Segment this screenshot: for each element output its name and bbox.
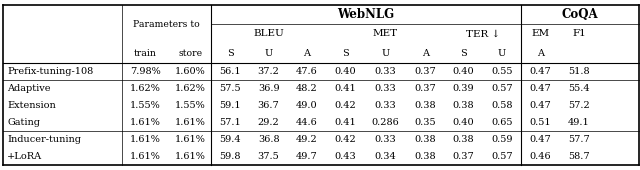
Text: 0.34: 0.34	[374, 152, 396, 161]
Text: 0.37: 0.37	[415, 84, 436, 93]
Text: 1.61%: 1.61%	[130, 152, 161, 161]
Text: S: S	[460, 49, 467, 57]
Text: Prefix-tuning-108: Prefix-tuning-108	[7, 67, 93, 76]
Text: 0.51: 0.51	[529, 118, 551, 127]
Text: 1.60%: 1.60%	[175, 67, 205, 76]
Text: 57.2: 57.2	[568, 101, 590, 110]
Text: 1.55%: 1.55%	[175, 101, 205, 110]
Text: Parameters to: Parameters to	[133, 20, 200, 29]
Text: 36.9: 36.9	[258, 84, 280, 93]
Text: 0.57: 0.57	[491, 152, 513, 161]
Text: S: S	[342, 49, 348, 57]
Text: 0.47: 0.47	[529, 135, 551, 144]
Text: Adaptive: Adaptive	[7, 84, 51, 93]
Text: 0.41: 0.41	[334, 118, 356, 127]
Text: 0.40: 0.40	[334, 67, 356, 76]
Text: 1.61%: 1.61%	[175, 118, 205, 127]
Text: F1: F1	[572, 29, 586, 38]
Text: 58.7: 58.7	[568, 152, 590, 161]
Text: U: U	[264, 49, 273, 57]
Text: 29.2: 29.2	[258, 118, 280, 127]
Text: 0.42: 0.42	[334, 101, 356, 110]
Text: 56.1: 56.1	[220, 67, 241, 76]
Text: 0.33: 0.33	[374, 101, 396, 110]
Text: 7.98%: 7.98%	[130, 67, 161, 76]
Text: 0.57: 0.57	[491, 84, 513, 93]
Text: WebNLG: WebNLG	[337, 8, 395, 21]
Text: 0.46: 0.46	[529, 152, 551, 161]
Text: 0.65: 0.65	[491, 118, 513, 127]
Text: 49.1: 49.1	[568, 118, 590, 127]
Text: 0.47: 0.47	[529, 101, 551, 110]
Text: 0.47: 0.47	[529, 84, 551, 93]
Text: store: store	[178, 49, 202, 57]
Text: 0.35: 0.35	[415, 118, 436, 127]
Text: 1.61%: 1.61%	[175, 135, 205, 144]
Text: Gating: Gating	[7, 118, 40, 127]
Text: 57.5: 57.5	[220, 84, 241, 93]
Text: 1.62%: 1.62%	[175, 84, 205, 93]
Text: 0.37: 0.37	[415, 67, 436, 76]
Text: 0.38: 0.38	[415, 101, 436, 110]
Text: CoQA: CoQA	[561, 8, 598, 21]
Text: 51.8: 51.8	[568, 67, 590, 76]
Text: 44.6: 44.6	[296, 118, 317, 127]
Text: 1.61%: 1.61%	[175, 152, 205, 161]
Text: train: train	[134, 49, 157, 57]
Text: 0.38: 0.38	[452, 135, 474, 144]
Text: 0.37: 0.37	[452, 152, 474, 161]
Text: 0.38: 0.38	[452, 101, 474, 110]
Text: 0.40: 0.40	[452, 118, 474, 127]
Text: 1.61%: 1.61%	[130, 118, 161, 127]
Text: 0.38: 0.38	[415, 135, 436, 144]
Text: 37.5: 37.5	[258, 152, 280, 161]
Text: U: U	[498, 49, 506, 57]
Text: U: U	[381, 49, 389, 57]
Text: 47.6: 47.6	[296, 67, 317, 76]
Text: 36.7: 36.7	[258, 101, 280, 110]
Text: 0.39: 0.39	[452, 84, 474, 93]
Text: S: S	[227, 49, 234, 57]
Text: A: A	[536, 49, 543, 57]
Text: 0.33: 0.33	[374, 84, 396, 93]
Text: TER ↓: TER ↓	[465, 29, 500, 38]
Text: EM: EM	[531, 29, 549, 38]
Text: 57.1: 57.1	[220, 118, 241, 127]
Text: Extension: Extension	[7, 101, 56, 110]
Text: 0.58: 0.58	[491, 101, 513, 110]
Text: Inducer-tuning: Inducer-tuning	[7, 135, 81, 144]
Text: 0.59: 0.59	[491, 135, 513, 144]
Text: 0.33: 0.33	[374, 67, 396, 76]
Text: 0.40: 0.40	[452, 67, 474, 76]
Text: MET: MET	[372, 29, 398, 38]
Text: A: A	[422, 49, 429, 57]
Text: 59.8: 59.8	[220, 152, 241, 161]
Text: 0.38: 0.38	[415, 152, 436, 161]
Text: 0.43: 0.43	[334, 152, 356, 161]
Text: BLEU: BLEU	[253, 29, 284, 38]
Text: A: A	[303, 49, 310, 57]
Text: 0.55: 0.55	[491, 67, 513, 76]
Text: 1.55%: 1.55%	[130, 101, 161, 110]
Text: 49.2: 49.2	[296, 135, 317, 144]
Text: 48.2: 48.2	[296, 84, 317, 93]
Text: 36.8: 36.8	[258, 135, 280, 144]
Text: 1.62%: 1.62%	[130, 84, 161, 93]
Text: 0.47: 0.47	[529, 67, 551, 76]
Text: 0.42: 0.42	[334, 135, 356, 144]
Text: 49.0: 49.0	[296, 101, 317, 110]
Text: +LoRA: +LoRA	[7, 152, 42, 161]
Text: 1.61%: 1.61%	[130, 135, 161, 144]
Text: 57.7: 57.7	[568, 135, 590, 144]
Text: 0.286: 0.286	[371, 118, 399, 127]
Text: 49.7: 49.7	[296, 152, 317, 161]
Text: 0.41: 0.41	[334, 84, 356, 93]
Text: 59.4: 59.4	[220, 135, 241, 144]
Text: 0.33: 0.33	[374, 135, 396, 144]
Text: 55.4: 55.4	[568, 84, 590, 93]
Text: 37.2: 37.2	[258, 67, 280, 76]
Text: 59.1: 59.1	[220, 101, 241, 110]
